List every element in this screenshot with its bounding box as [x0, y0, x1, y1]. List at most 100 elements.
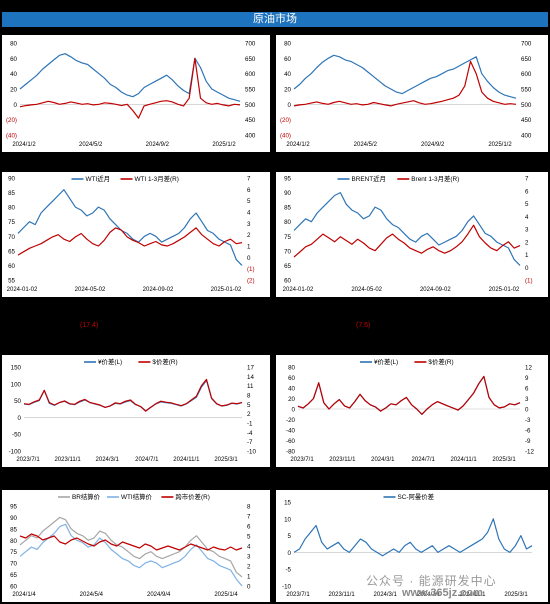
y-right-tick: 12	[525, 365, 532, 372]
y-right-tick: 8	[247, 393, 251, 400]
y-right-tick: 1	[525, 252, 529, 259]
y-right-tick: -9	[525, 438, 531, 445]
x-tick: 2024-01-02	[7, 287, 38, 293]
chart-svg-5: 150 100 50 0 -50 -100 17 14 11 8 5 2 -1 -4 -7 -10 2023/7…	[9, 357, 257, 463]
y-left-tick: -60	[286, 438, 296, 445]
y-left-tick: 85	[10, 526, 17, 533]
y-left-tick: 70	[284, 248, 291, 255]
y-left-tick: (40)	[6, 133, 17, 140]
x-tick: 2025-01-02	[211, 287, 242, 293]
chart-panel-8: 15 10 5 0 -5 -10 2023/7/1 2023/11/1 2024/3/1 2024…	[276, 490, 548, 602]
y-left-tick: 90	[10, 515, 17, 522]
y-left-tick: 40	[288, 386, 295, 393]
y-right-tick: 17	[247, 365, 254, 372]
x-tick: 2023/7/1	[16, 457, 40, 463]
note-left-mid: (17.4)	[80, 322, 99, 329]
legend-label: Brent 1-3月差(R)	[411, 174, 459, 183]
x-tick: 2024/5/2	[79, 142, 103, 148]
y-left-tick: 90	[8, 176, 15, 183]
y-right-tick: 11	[247, 383, 254, 390]
legend-label: ¥价差(L)	[374, 357, 398, 366]
y-left-tick: 90	[284, 190, 291, 197]
x-tick: 2024/1/2	[286, 142, 310, 148]
y-left-tick: 0	[288, 550, 292, 557]
y-right-tick: 6	[247, 524, 251, 531]
x-tick: 2024-05-02	[351, 287, 382, 293]
series-line-3	[19, 533, 243, 551]
y-right-tick: 5	[525, 201, 529, 208]
series-line-2	[293, 224, 521, 258]
y-right-tick: 5	[247, 402, 251, 409]
series-line-2	[293, 60, 517, 107]
y-left-tick: 55	[8, 278, 15, 285]
legend-label: $价差(R)	[428, 357, 453, 366]
y-left-tick: 10	[284, 516, 291, 523]
x-tick: 2024/1/4	[12, 592, 36, 598]
y-right-tick: 450	[521, 117, 532, 124]
watermark-site: www.365jz.com	[402, 587, 483, 599]
y-right-tick: 4	[525, 214, 529, 221]
chart-panel-2: 80 60 40 20 0 (20) (40) 700 650 600 550 500 450 400 20…	[276, 35, 548, 152]
y-left-tick: 95	[284, 176, 291, 183]
y-left-tick: 75	[284, 234, 291, 241]
legend-label: WTI结算价	[121, 492, 152, 501]
x-tick: 2024/7/1	[417, 592, 441, 598]
y-right-tick: 550	[521, 87, 532, 94]
y-right-tick: 500	[245, 102, 256, 109]
y-left-tick: 60	[8, 263, 15, 270]
y-left-tick: 80	[288, 365, 295, 372]
y-right-tick: (2)	[247, 278, 255, 285]
x-tick: 2024/1/2	[12, 142, 36, 148]
chart-6-layer: 80 60 40 20 0 -20 -40 -60 -80 12 9 6 3 0 -3 -6 -9 -12 2023…	[286, 357, 534, 463]
y-left-tick: -40	[286, 428, 296, 435]
x-tick: 2023/11/1	[54, 457, 81, 463]
y-right-tick: -3	[525, 417, 531, 424]
y-right-tick: 8	[247, 504, 251, 511]
chart-svg-1: 80 60 40 20 0 (20) (40) 700 650 600 550 500 450 400 20…	[6, 41, 256, 149]
y-right-tick: 0	[525, 265, 529, 272]
y-right-tick: 500	[521, 102, 532, 109]
y-right-tick: 5	[247, 198, 251, 205]
y-left-tick: 20	[284, 87, 291, 94]
y-right-tick: 700	[245, 41, 256, 48]
y-left-tick: 0	[288, 102, 292, 109]
y-right-tick: 2	[247, 232, 251, 239]
x-tick: 2025/3/1	[504, 592, 528, 598]
y-right-tick: 5	[247, 534, 251, 541]
y-left-tick: 60	[288, 375, 295, 382]
x-tick: 2024/11/1	[450, 457, 477, 463]
y-right-tick: 4	[247, 210, 251, 217]
y-right-tick: 1	[247, 574, 251, 581]
y-left-tick: -5	[285, 567, 291, 574]
chart-panel-4: 95 90 85 80 75 70 65 60 7 6 5 4 3 2 1 0 (1) 2024-01-02 202…	[276, 172, 548, 297]
y-left-tick: 0	[18, 415, 22, 422]
x-tick: 2023/7/1	[286, 592, 310, 598]
y-right-tick: 6	[525, 386, 529, 393]
chart-panel-6: 80 60 40 20 0 -20 -40 -60 -80 12 9 6 3 0 -3 -6 -9 -12 2023…	[276, 355, 548, 467]
y-right-tick: 3	[247, 554, 251, 561]
chart-5-layer: 150 100 50 0 -50 -100 17 14 11 8 5 2 -1 -4 -7 -10 2023/7…	[9, 357, 257, 463]
chart-svg-2: 80 60 40 20 0 (20) (40) 700 650 600 550 500 450 400 20…	[280, 41, 532, 149]
y-left-tick: 60	[10, 56, 17, 63]
chart-panel-1: 80 60 40 20 0 (20) (40) 700 650 600 550 500 450 400 20…	[2, 35, 270, 152]
chart-panel-3: 90 85 80 75 70 65 60 55 7 6 5 4 3 2 1 0 (1) (2) 2024-01-02…	[2, 172, 270, 297]
y-right-tick: 400	[245, 133, 256, 140]
chart-svg-3: 908580757065605576543210(1)(2)2024-01-02…	[7, 174, 255, 293]
y-right-tick: 0	[525, 407, 529, 414]
y-right-tick: (1)	[525, 278, 533, 285]
series-line-1	[17, 189, 243, 266]
y-right-tick: -6	[525, 428, 531, 435]
y-left-tick: 95	[10, 504, 17, 511]
y-left-tick: (20)	[280, 117, 291, 124]
x-tick: 2024/9/2	[421, 142, 445, 148]
y-right-tick: 3	[525, 227, 529, 234]
series-line-1	[19, 516, 243, 578]
y-right-tick: 9	[525, 375, 529, 382]
section-banner: 原油市场	[2, 12, 548, 27]
y-left-tick: 50	[14, 398, 21, 405]
x-tick: 2024/5/2	[354, 142, 378, 148]
